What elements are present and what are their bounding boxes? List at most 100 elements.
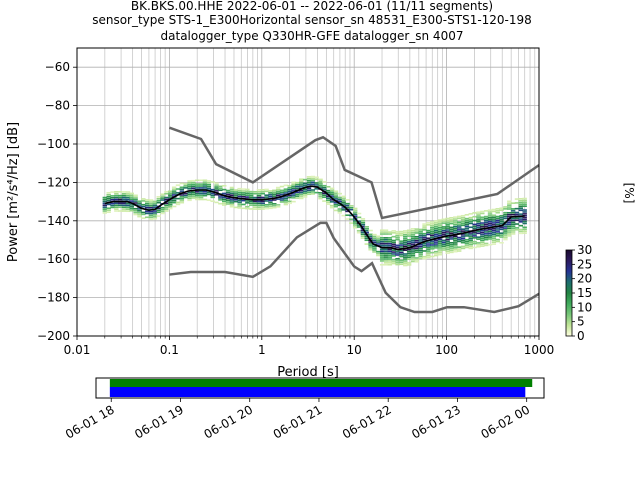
psd-histogram-cell [445,240,450,243]
psd-histogram-cell [283,188,289,190]
psd-histogram-cell [403,257,408,259]
psd-histogram-cell [495,209,500,212]
psd-histogram-cell [237,201,242,203]
psd-histogram-cell [418,247,423,250]
psd-histogram-cell [522,201,527,204]
psd-histogram-cell [514,213,520,216]
psd-histogram-cell [287,194,292,197]
psd-histogram-cell [410,249,416,251]
psd-histogram-cell [256,196,262,199]
psd-histogram-cell [356,230,362,232]
psd-histogram-cell [403,241,408,244]
psd-histogram-cell [510,213,516,216]
psd-histogram-cell [114,208,119,210]
psd-histogram-cell [507,221,512,224]
psd-histogram-cell [495,240,500,243]
psd-histogram-cell [499,207,504,210]
psd-histogram-cell [333,190,339,193]
psd-histogram-cell [233,193,238,195]
y-tick-label: −140 [37,214,70,228]
psd-histogram-cell [264,194,269,197]
psd-histogram-cell [333,205,339,208]
psd-histogram-cell [383,263,389,266]
psd-histogram-cell [445,250,450,252]
psd-histogram-cell [287,196,292,199]
psd-histogram-cell [406,250,412,253]
psd-histogram-cell [121,192,127,195]
psd-histogram-cell [241,195,246,198]
psd-coverage-bar [109,387,526,397]
psd-histogram-cell [445,225,450,227]
colorbar-tick-label: 5 [577,315,585,329]
psd-histogram-cell [426,233,431,236]
psd-histogram-cell [403,258,408,261]
psd-histogram-cell [495,233,500,235]
psd-histogram-cell [206,193,212,196]
psd-histogram-cell [164,196,169,199]
psd-histogram-cell [137,210,142,212]
psd-histogram-cell [206,184,212,186]
psd-histogram-cell [495,215,500,218]
psd-histogram-cell [179,201,185,204]
psd-histogram-cell [329,189,335,192]
psd-histogram-cell [260,188,265,191]
x-tick-label: 1 [258,343,266,357]
psd-histogram-cell [318,193,323,196]
psd-histogram-cell [476,242,481,244]
psd-histogram-cell [283,197,289,200]
psd-histogram-cell [433,235,439,238]
psd-histogram-cell [414,228,420,230]
psd-histogram-cell [430,246,435,248]
psd-histogram-cell [222,200,227,202]
psd-histogram-cell [352,207,358,210]
psd-histogram-cell [352,211,358,214]
psd-histogram-cell [383,248,389,251]
psd-histogram-cell [202,191,208,193]
psd-histogram-cell [518,232,524,235]
psd-histogram-cell [476,213,481,215]
psd-histogram-cell [356,212,362,215]
psd-histogram-cell [198,183,204,185]
plot-frame [76,47,540,337]
psd-histogram-cell [144,199,150,201]
psd-histogram-cell [468,243,473,246]
psd-histogram-cell [441,230,447,232]
psd-histogram-cell [160,195,165,197]
psd-histogram-cell [333,196,339,198]
psd-histogram-cell [495,217,500,220]
psd-histogram-cell [399,255,404,258]
psd-histogram-cell [241,192,246,194]
psd-histogram-cell [406,229,412,232]
psd-histogram-cell [399,251,404,254]
psd-histogram-cell [468,245,473,248]
psd-histogram-cell [168,207,173,210]
psd-histogram-cell [395,244,400,247]
psd-histogram-cell [507,215,512,218]
psd-histogram-cell [522,220,527,223]
psd-histogram-cell [399,230,404,233]
psd-histogram-cell [391,230,396,232]
psd-histogram-cell [518,213,524,215]
psd-histogram-cell [326,185,331,188]
psd-histogram-cell [295,187,300,190]
psd-histogram-cell [395,263,400,266]
psd-histogram-cell [453,229,458,232]
psd-histogram-cell [379,250,385,253]
psd-histogram-cell [410,258,416,261]
psd-histogram-cell [476,224,481,227]
psd-histogram-cell [191,191,196,194]
psd-histogram-cell [403,249,408,251]
psd-histogram-cell [322,192,327,195]
psd-histogram-cell [287,190,292,193]
psd-histogram-cell [426,231,431,234]
psd-histogram-cell [272,195,277,197]
psd-histogram-cell [518,219,524,221]
psd-histogram-cell [125,195,131,197]
psd-histogram-cell [268,207,273,210]
psd-histogram-cell [522,218,527,221]
psd-histogram-cell [133,209,138,212]
psd-histogram-cell [518,221,524,223]
psd-histogram-cell [114,202,119,205]
psd-histogram-cell [329,187,335,190]
psd-histogram-cell [472,215,477,218]
